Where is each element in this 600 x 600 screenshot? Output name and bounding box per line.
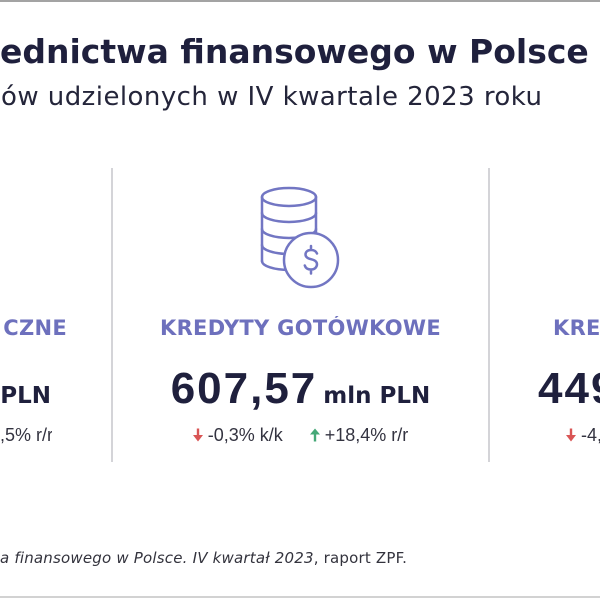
source-publisher: , raport ZPF. xyxy=(313,549,408,567)
stat-value-row: 607,57 mln PLN xyxy=(112,364,489,414)
stat-value: 607,57 xyxy=(170,364,318,413)
change-item-qoq: -0,3% k/k xyxy=(192,425,283,445)
stat-heading: KREDYTY GOTÓWKOWE xyxy=(160,316,441,340)
change-text: +18,4% r/r xyxy=(324,425,409,445)
source-note: a finansowego w Polsce. IV kwartał 2023,… xyxy=(0,549,600,567)
change-item: -4, xyxy=(566,425,600,445)
stat-card-cash-loans: KREDYTY GOTÓWKOWE 607,57 mln PLN -0,3% k/… xyxy=(112,160,489,470)
column-divider xyxy=(488,168,490,462)
coins-dollar-icon xyxy=(260,186,340,289)
column-divider xyxy=(111,168,113,462)
stat-value-row: PLN xyxy=(0,364,51,414)
stat-unit: mln PLN xyxy=(323,383,431,409)
top-border xyxy=(0,0,600,2)
dollar-sign xyxy=(303,244,319,275)
page-title: ednictwa finansowego w Polsce xyxy=(0,32,589,71)
arrow-down-icon xyxy=(566,428,576,442)
source-title: a finansowego w Polsce. IV kwartał 2023 xyxy=(0,549,314,567)
change-item: ,5% r/r xyxy=(0,425,52,445)
change-item-yoy: +18,4% r/r xyxy=(309,425,409,445)
stat-unit: PLN xyxy=(0,383,51,409)
stat-changes: -0,3% k/k +18,4% r/r xyxy=(112,425,489,445)
change-text: -0,3% k/k xyxy=(207,425,283,445)
change-text: -4, xyxy=(581,425,600,445)
stat-card-left: CZNE PLN ,5% r/r xyxy=(0,160,111,470)
dollar-coin xyxy=(282,231,340,289)
bottom-border xyxy=(0,596,600,598)
stat-value: 449 xyxy=(538,364,600,413)
page-subtitle: ów udzielonych w IV kwartale 2023 roku xyxy=(1,82,543,112)
stat-changes: ,5% r/r xyxy=(0,425,52,445)
arrow-down-icon xyxy=(192,428,203,442)
change-text: ,5% r/r xyxy=(0,425,52,445)
stat-value-row: 449 xyxy=(538,364,600,414)
stat-changes: -4, xyxy=(566,425,600,445)
stat-heading: CZNE xyxy=(3,316,67,340)
stat-card-right: KRE 449 -4, xyxy=(490,160,600,470)
arrow-up-icon xyxy=(309,428,320,442)
stat-heading: KRE xyxy=(553,316,600,340)
